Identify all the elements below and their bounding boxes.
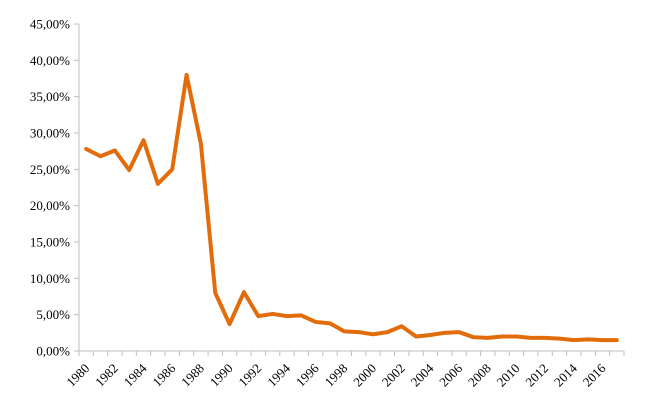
x-tick-label: 2000 [350, 361, 379, 390]
x-tick-label: 2016 [580, 360, 609, 389]
y-tick-label: 15,00% [30, 235, 70, 250]
y-tick-label: 35,00% [30, 89, 70, 104]
x-tick-label: 2006 [436, 360, 465, 389]
x-tick-label: 1994 [264, 360, 293, 389]
x-tick-label: 1986 [149, 360, 178, 389]
x-tick-label: 1992 [235, 361, 264, 390]
y-tick-label: 0,00% [36, 344, 70, 359]
x-tick-label: 1982 [92, 361, 121, 390]
x-tick-label: 2012 [522, 361, 551, 390]
x-tick-label: 1988 [178, 361, 207, 390]
y-tick-label: 45,00% [30, 17, 70, 32]
x-tick-label: 1996 [293, 360, 322, 389]
x-tick-label: 1980 [63, 361, 92, 390]
x-tick-label: 1990 [207, 361, 236, 390]
x-tick-label: 2014 [551, 360, 580, 389]
x-tick-label: 1984 [121, 360, 150, 389]
y-tick-label: 5,00% [36, 307, 70, 322]
x-axis: 1980 1982 1984 1986 1988 1990 1992 1994 1996 1998… [63, 350, 625, 390]
x-tick-label: 1998 [321, 361, 350, 390]
y-tick-label: 30,00% [30, 126, 70, 141]
y-tick-label: 20,00% [30, 198, 70, 213]
x-tick-label: 2004 [408, 360, 437, 389]
series-line [84, 72, 619, 343]
series-layer [84, 72, 619, 343]
y-axis: 0,00% 5,00% 10,00% 15,00% 20,00% 25,00% 30,00%… [30, 17, 80, 359]
y-tick-label: 10,00% [30, 271, 70, 286]
y-tick-label: 40,00% [30, 53, 70, 68]
y-tick-label: 25,00% [30, 162, 70, 177]
x-tick-label: 2010 [494, 361, 523, 390]
x-tick-label: 2002 [379, 361, 408, 390]
x-tick-label: 2008 [465, 361, 494, 390]
